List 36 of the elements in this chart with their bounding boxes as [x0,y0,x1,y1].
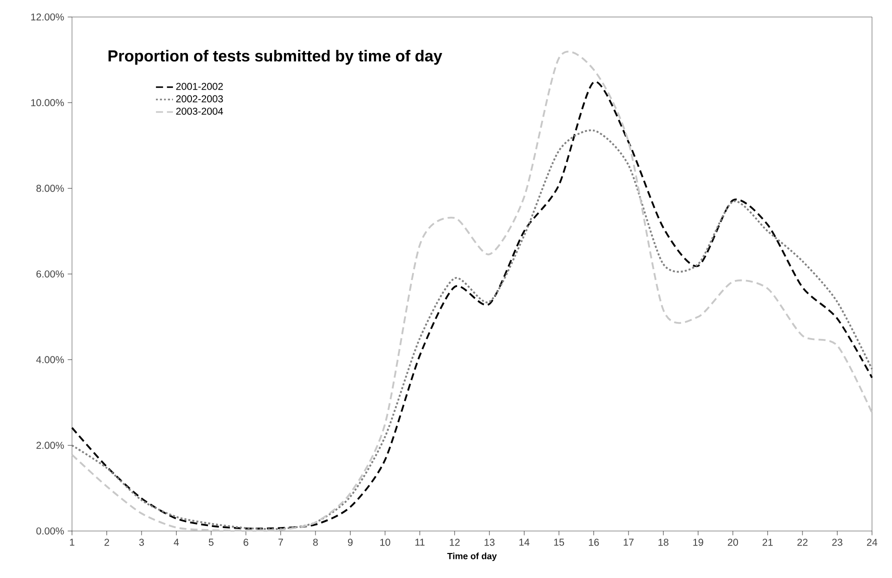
x-tick-label: 15 [554,538,564,546]
legend-label: 2003-2004 [176,108,224,115]
x-tick-label: 8 [313,538,318,546]
x-tick-label: 21 [762,538,773,546]
y-tick-label: 12.00% [31,13,64,21]
x-tick-label: 4 [174,538,179,546]
x-tick-label: 18 [658,538,668,546]
y-tick-label: 10.00% [31,99,64,106]
x-tick-label: 14 [519,538,530,546]
legend-label: 2002-2003 [176,95,223,102]
x-tick-label: 9 [348,538,353,546]
x-tick-label: 12 [450,538,460,546]
x-tick-label: 16 [588,538,599,546]
x-tick-label: 10 [380,538,390,546]
x-tick-label: 6 [244,538,248,546]
y-tick-label: 4.00% [36,356,64,364]
x-tick-label: 17 [624,538,634,546]
y-tick-label: 0.00% [36,527,64,535]
x-tick-label: 2 [104,538,110,546]
x-axis-title: Time of day [447,552,497,562]
y-tick-label: 6.00% [36,270,64,278]
x-tick-label: 20 [728,538,738,546]
y-tick-label: 2.00% [36,442,64,449]
x-tick-label: 19 [693,538,704,546]
x-tick-label: 22 [797,538,808,546]
legend-label: 2001-2002 [176,82,223,90]
x-tick-label: 3 [139,538,144,546]
text: Proportion of tests submitted by time of day [108,50,442,65]
x-tick-label: 24 [866,538,878,546]
x-tick-label: 11 [415,538,425,546]
x-tick-label: 7 [278,538,283,546]
x-tick-label: 23 [832,538,842,546]
x-tick-label: 1 [70,538,74,546]
x-tick-label: 5 [208,538,214,546]
y-tick-label: 8.00% [36,184,64,192]
x-tick-label: 13 [484,538,495,546]
